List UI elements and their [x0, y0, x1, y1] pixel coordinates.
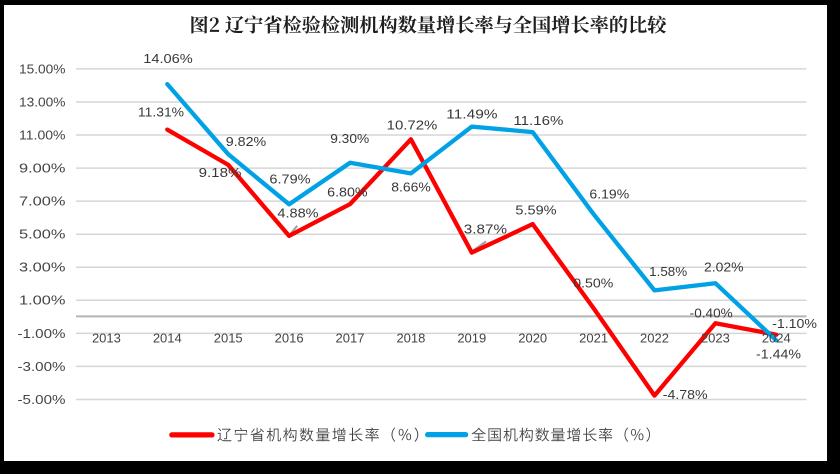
svg-text:-3.00%: -3.00%: [18, 359, 66, 374]
svg-text:0.50%: 0.50%: [573, 275, 613, 290]
svg-text:6.79%: 6.79%: [269, 172, 311, 187]
svg-text:8.66%: 8.66%: [391, 179, 431, 194]
svg-text:1.00%: 1.00%: [19, 293, 66, 308]
svg-text:10.72%: 10.72%: [387, 117, 438, 132]
svg-text:9.00%: 9.00%: [19, 161, 66, 176]
svg-text:2018: 2018: [396, 330, 425, 345]
svg-text:6.19%: 6.19%: [589, 187, 629, 202]
svg-text:15.00%: 15.00%: [19, 61, 66, 76]
svg-text:5.00%: 5.00%: [19, 227, 66, 242]
svg-text:9.82%: 9.82%: [226, 134, 267, 149]
svg-text:1.58%: 1.58%: [649, 264, 687, 279]
svg-text:-0.40%: -0.40%: [690, 306, 733, 321]
svg-text:11.00%: 11.00%: [19, 127, 66, 142]
svg-text:13.00%: 13.00%: [19, 94, 66, 109]
svg-text:2024: 2024: [762, 330, 791, 345]
svg-text:3.00%: 3.00%: [19, 260, 66, 275]
svg-text:7.00%: 7.00%: [19, 194, 66, 209]
svg-text:4.88%: 4.88%: [277, 206, 319, 221]
svg-text:6.80%: 6.80%: [327, 185, 368, 200]
svg-text:9.18%: 9.18%: [199, 165, 242, 180]
svg-text:2022: 2022: [640, 330, 669, 345]
svg-text:-5.00%: -5.00%: [18, 392, 66, 407]
svg-text:2020: 2020: [518, 330, 547, 345]
svg-text:11.16%: 11.16%: [513, 113, 563, 128]
svg-text:14.06%: 14.06%: [143, 51, 193, 66]
svg-text:11.49%: 11.49%: [446, 107, 498, 122]
svg-text:11.31%: 11.31%: [138, 105, 185, 120]
svg-text:9.30%: 9.30%: [330, 131, 369, 146]
svg-text:2023: 2023: [701, 330, 730, 345]
svg-text:2021: 2021: [579, 330, 608, 345]
svg-text:2.02%: 2.02%: [704, 260, 744, 275]
svg-text:2016: 2016: [275, 330, 304, 345]
svg-text:-1.10%: -1.10%: [772, 316, 817, 331]
svg-text:2014: 2014: [153, 330, 182, 345]
svg-text:-4.78%: -4.78%: [663, 387, 708, 402]
svg-text:2019: 2019: [457, 330, 486, 345]
svg-text:-1.44%: -1.44%: [756, 347, 801, 362]
svg-text:2017: 2017: [336, 330, 365, 345]
svg-text:2015: 2015: [214, 330, 243, 345]
svg-text:5.59%: 5.59%: [515, 202, 557, 217]
svg-text:3.87%: 3.87%: [464, 221, 508, 236]
svg-text:-1.00%: -1.00%: [18, 326, 66, 341]
svg-text:2013: 2013: [92, 330, 121, 345]
